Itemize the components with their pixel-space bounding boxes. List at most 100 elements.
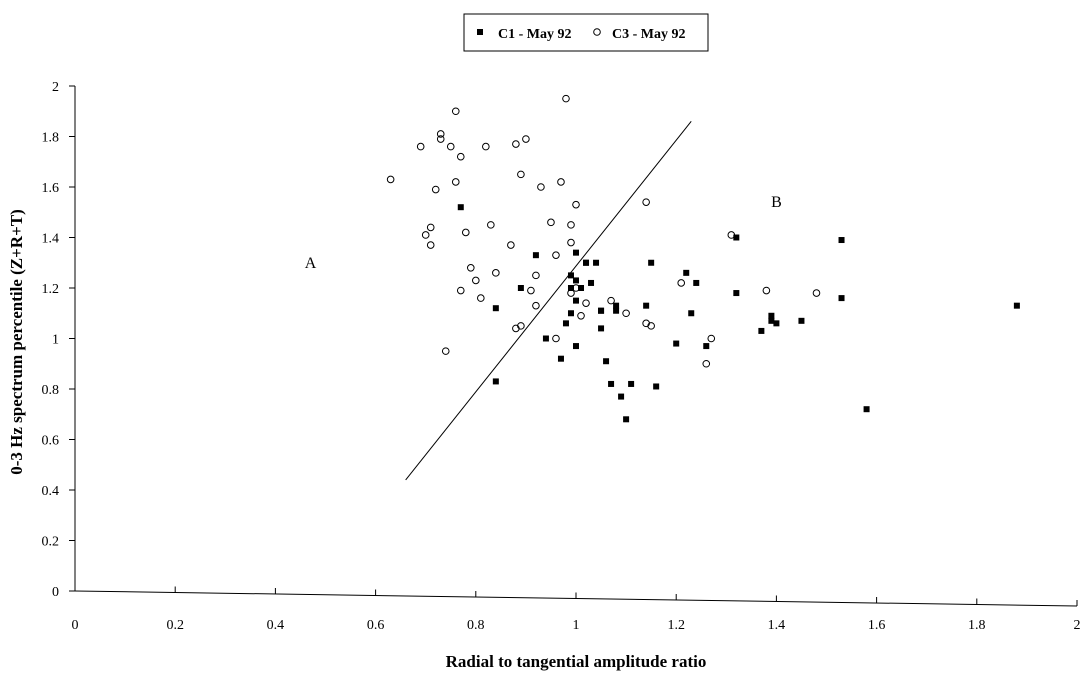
c3-data-point bbox=[762, 286, 771, 295]
c1-data-point bbox=[542, 335, 549, 342]
y-tick-label: 1 bbox=[52, 333, 59, 348]
c3-data-point bbox=[426, 223, 435, 232]
c1-data-point bbox=[653, 383, 660, 390]
data-points bbox=[386, 94, 1020, 423]
c3-data-point bbox=[527, 286, 535, 295]
x-tick-label: 0.8 bbox=[467, 618, 485, 633]
c1-data-point bbox=[643, 302, 650, 309]
c1-data-point bbox=[618, 393, 625, 400]
c1-data-point bbox=[798, 317, 805, 324]
c3-data-point bbox=[532, 271, 540, 280]
c3-data-point bbox=[456, 152, 465, 161]
y-tick-label: 2 bbox=[52, 80, 59, 95]
c1-data-point bbox=[567, 310, 574, 317]
c3-data-point bbox=[622, 309, 630, 318]
c1-data-point bbox=[613, 302, 620, 309]
c3-data-point bbox=[421, 231, 430, 239]
c1-data-point bbox=[673, 340, 680, 347]
legend-label-c3: C3 - May 92 bbox=[612, 27, 686, 42]
c3-data-point bbox=[567, 289, 575, 297]
c3-data-point bbox=[517, 322, 525, 330]
c1-data-point bbox=[693, 279, 700, 286]
c1-data-point bbox=[562, 320, 569, 327]
c3-data-point bbox=[487, 221, 495, 229]
c1-data-point bbox=[733, 234, 740, 241]
c3-data-point bbox=[702, 359, 711, 368]
c3-data-point bbox=[707, 334, 716, 343]
c3-data-point bbox=[577, 311, 585, 320]
c3-data-point bbox=[567, 221, 575, 229]
c3-data-point bbox=[532, 301, 540, 310]
c3-data-point bbox=[456, 286, 465, 295]
c3-data-point bbox=[431, 185, 440, 194]
y-axis-title: 0-3 Hz spectrum percentile (Z+R+T) bbox=[7, 209, 26, 475]
c1-data-point bbox=[578, 285, 585, 291]
c3-data-point bbox=[642, 198, 650, 206]
x-tick-label: 1.2 bbox=[667, 618, 685, 633]
c1-data-point bbox=[648, 259, 655, 266]
c1-data-point bbox=[557, 355, 564, 362]
c1-data-point bbox=[492, 378, 499, 385]
c1-data-point bbox=[573, 297, 579, 304]
c3-data-point bbox=[386, 175, 395, 184]
c3-data-point bbox=[451, 178, 460, 186]
c1-data-point bbox=[623, 416, 630, 423]
legend-label-c1: C1 - May 92 bbox=[498, 27, 572, 42]
c3-data-point bbox=[436, 130, 445, 138]
x-tick-label: 0.4 bbox=[267, 618, 285, 633]
c1-data-point bbox=[768, 312, 775, 319]
region-label-b: B bbox=[771, 194, 782, 211]
region-label-a: A bbox=[305, 255, 317, 272]
c1-data-point bbox=[683, 269, 690, 276]
c1-data-point bbox=[593, 259, 600, 266]
legend-marker-c1 bbox=[477, 29, 483, 35]
c1-data-point bbox=[603, 358, 610, 365]
y-tick-label: 1.6 bbox=[42, 181, 60, 196]
y-tick-label: 1.2 bbox=[42, 282, 60, 297]
legend-box bbox=[463, 13, 709, 52]
x-tick-label: 0.6 bbox=[367, 618, 385, 633]
c3-data-point bbox=[537, 183, 545, 191]
legend-marker-c3 bbox=[593, 28, 601, 36]
c1-data-point bbox=[573, 343, 579, 350]
c1-data-point bbox=[773, 320, 780, 327]
c3-data-point bbox=[812, 289, 821, 297]
c3-data-point bbox=[557, 178, 565, 186]
c3-data-point bbox=[572, 200, 580, 209]
c3-data-point bbox=[482, 142, 490, 151]
c3-data-point bbox=[572, 284, 580, 292]
c1-data-point bbox=[573, 249, 579, 256]
c1-data-point bbox=[532, 252, 539, 259]
c1-data-point bbox=[838, 295, 845, 302]
c3-data-point bbox=[507, 241, 515, 249]
c1-data-point bbox=[628, 380, 635, 387]
c1-data-point bbox=[733, 290, 740, 297]
y-tick-label: 0.2 bbox=[42, 535, 60, 550]
c3-data-point bbox=[517, 170, 525, 179]
c3-data-point bbox=[677, 279, 686, 287]
c1-data-point bbox=[567, 285, 574, 291]
c1-data-point bbox=[588, 279, 595, 286]
tick-labels: 0 0.2 0.4 0.6 0.8 1 1.2 1.4 1.6 1.8 2 0 0.2 0.4 0.6 0.8… bbox=[42, 80, 1081, 633]
c3-data-point bbox=[416, 142, 425, 151]
c3-data-point bbox=[727, 231, 736, 239]
c1-data-point bbox=[583, 259, 590, 266]
y-tick-label: 0.6 bbox=[42, 434, 60, 449]
c3-data-point bbox=[492, 269, 500, 277]
c1-data-point bbox=[1013, 302, 1020, 309]
c3-data-point bbox=[552, 251, 560, 259]
c1-data-point bbox=[492, 305, 499, 312]
c3-data-point bbox=[477, 294, 485, 302]
c1-data-point bbox=[573, 277, 579, 284]
y-tick-label: 0.8 bbox=[42, 383, 60, 398]
c3-data-point bbox=[441, 347, 450, 355]
c3-data-point bbox=[552, 334, 560, 343]
x-tick-label: 1.6 bbox=[868, 618, 886, 633]
c1-data-point bbox=[598, 307, 605, 314]
region-labels: AB bbox=[305, 194, 782, 272]
c1-data-point bbox=[608, 380, 615, 387]
c3-data-point bbox=[547, 218, 555, 227]
x-tick-label: 0.2 bbox=[166, 618, 184, 633]
axes bbox=[69, 85, 1078, 607]
